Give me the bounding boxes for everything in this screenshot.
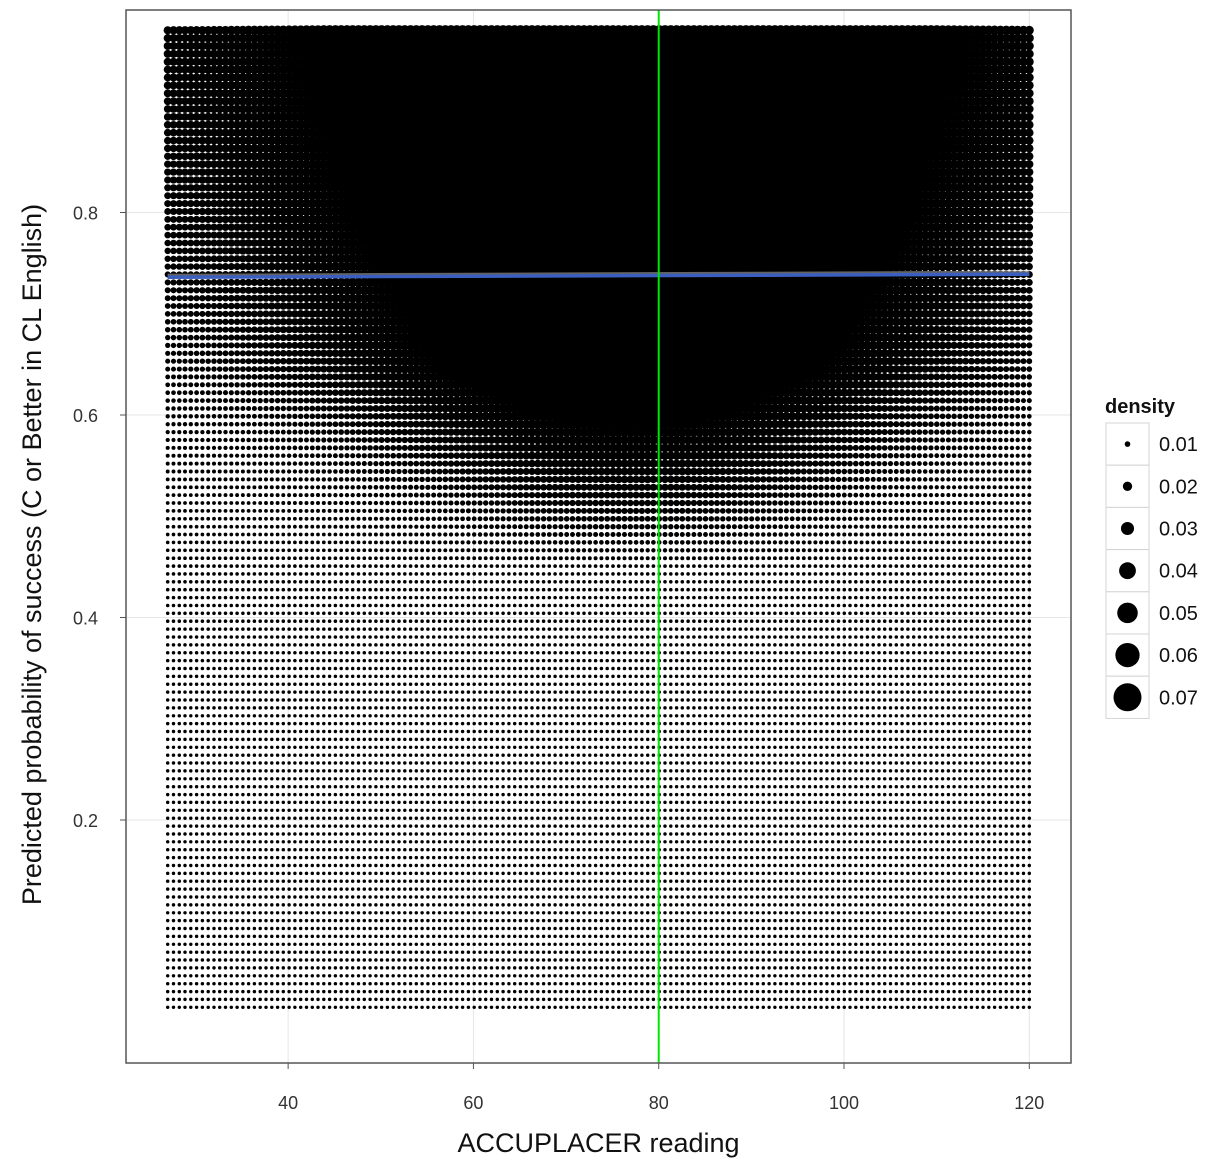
- density-point: [182, 240, 189, 247]
- density-point: [182, 263, 188, 269]
- density-point: [1025, 208, 1033, 216]
- density-point: [1025, 34, 1034, 43]
- density-point: [193, 263, 200, 270]
- density-point: [1026, 239, 1033, 246]
- density-point: [170, 240, 177, 247]
- density-point: [164, 248, 170, 254]
- density-point: [1025, 105, 1034, 114]
- density-point: [1025, 97, 1034, 106]
- density-point: [1025, 136, 1033, 144]
- density-point: [176, 256, 183, 263]
- density-point: [164, 232, 171, 239]
- density-point: [199, 279, 206, 286]
- density-point: [1025, 57, 1034, 66]
- density-point: [170, 287, 176, 293]
- density-point: [1025, 89, 1034, 98]
- density-point: [165, 256, 171, 262]
- density-point: [187, 248, 194, 255]
- density-point: [1025, 152, 1033, 160]
- density-point: [170, 263, 176, 269]
- density-point: [193, 279, 199, 285]
- density-point: [188, 263, 195, 270]
- density-point: [182, 279, 188, 285]
- density-point: [164, 240, 171, 247]
- density-point: [1025, 144, 1033, 152]
- density-point: [1026, 279, 1033, 286]
- density-point: [170, 232, 177, 239]
- density-point: [1026, 247, 1033, 254]
- density-point: [1025, 176, 1033, 184]
- density-point: [170, 248, 177, 255]
- density-point: [176, 287, 182, 293]
- density-point: [1025, 65, 1034, 74]
- density-point: [1026, 231, 1034, 239]
- density-point: [222, 287, 229, 294]
- density-point: [1025, 192, 1033, 200]
- density-point: [1025, 113, 1034, 122]
- density-point: [170, 256, 176, 262]
- density-point: [211, 287, 218, 294]
- density-point: [1025, 184, 1033, 192]
- density-point: [182, 287, 188, 293]
- density-point: [165, 287, 171, 293]
- density-point: [1025, 49, 1034, 58]
- density-point: [188, 279, 194, 285]
- density-point: [176, 248, 183, 255]
- density-point: [1026, 263, 1033, 270]
- density-point: [165, 263, 171, 269]
- density-points: [164, 25, 1034, 1009]
- density-point: [1025, 121, 1034, 130]
- density-point: [1026, 255, 1033, 262]
- density-point: [205, 279, 212, 286]
- density-point: [216, 287, 223, 294]
- density-point: [176, 263, 182, 269]
- density-point: [193, 255, 200, 262]
- density-point: [199, 287, 205, 293]
- density-point: [1025, 223, 1033, 231]
- density-point: [1025, 168, 1033, 176]
- density-point: [1025, 42, 1034, 51]
- density-point: [1025, 26, 1034, 35]
- density-point: [1025, 200, 1033, 208]
- density-point: [1025, 216, 1033, 224]
- density-point: [170, 279, 176, 285]
- density-point: [1025, 73, 1034, 82]
- density-point: [188, 287, 194, 293]
- density-point: [205, 287, 212, 294]
- density-point: [165, 279, 171, 285]
- density-point: [164, 224, 171, 231]
- density-point: [187, 255, 194, 262]
- density-point: [182, 256, 189, 263]
- density-point: [1025, 160, 1033, 168]
- density-point: [193, 287, 199, 293]
- density-point: [199, 263, 206, 270]
- density-point: [1025, 128, 1034, 137]
- density-point: [1025, 81, 1034, 90]
- density-point: [182, 248, 189, 255]
- density-point: [176, 279, 182, 285]
